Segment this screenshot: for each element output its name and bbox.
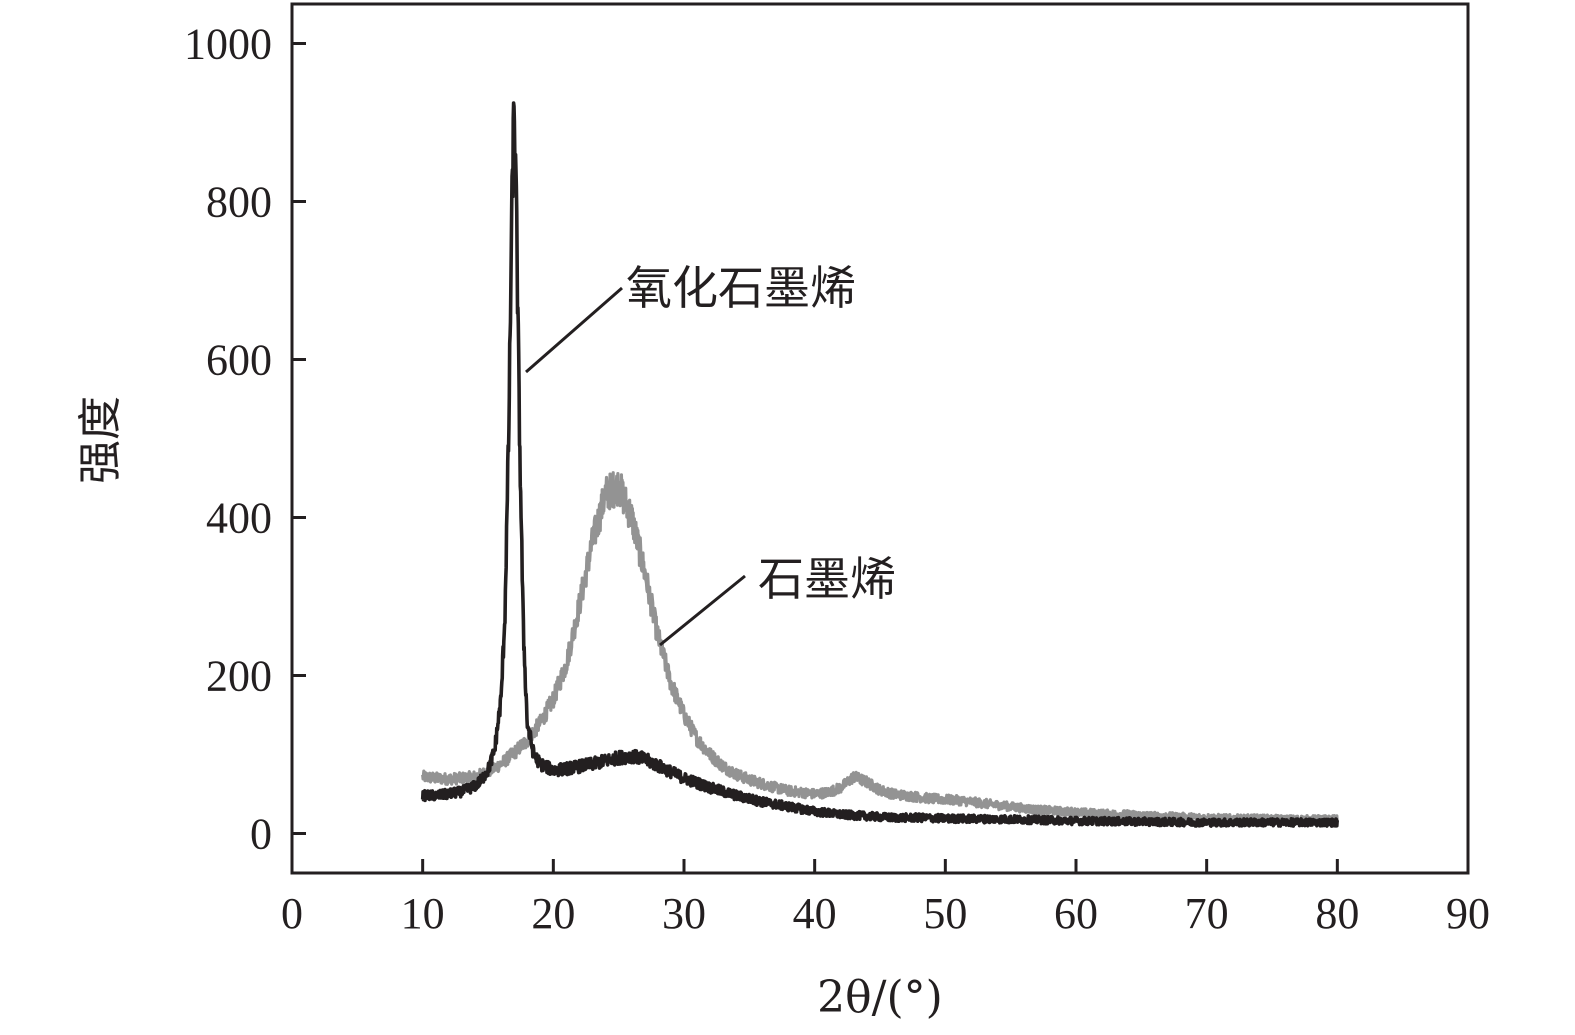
y-tick-label: 200 bbox=[206, 652, 272, 701]
x-tick-label: 90 bbox=[1446, 889, 1490, 938]
y-tick-label: 600 bbox=[206, 336, 272, 385]
plot-frame bbox=[290, 2, 1470, 875]
x-axis-ticks: 0 10 20 30 40 50 60 70 80 90 bbox=[281, 859, 1490, 938]
x-tick-label: 10 bbox=[401, 889, 445, 938]
x-tick-label: 0 bbox=[281, 889, 303, 938]
x-tick-label: 40 bbox=[793, 889, 837, 938]
annotation-graphene-oxide: 氧化石墨烯 bbox=[626, 261, 856, 315]
x-tick-label: 50 bbox=[923, 889, 967, 938]
annotation-leader-graphene bbox=[659, 574, 746, 647]
y-tick-label: 800 bbox=[206, 178, 272, 227]
y-tick-label: 1000 bbox=[184, 20, 272, 69]
annotation-graphene: 石墨烯 bbox=[758, 552, 896, 606]
x-tick-label: 30 bbox=[662, 889, 706, 938]
y-axis-ticks: 0 200 400 600 800 1000 bbox=[184, 20, 306, 859]
y-axis-title: 强度 bbox=[75, 396, 126, 484]
x-tick-label: 80 bbox=[1315, 889, 1359, 938]
series-line-graphene-oxide bbox=[420, 101, 1339, 828]
y-tick-label: 0 bbox=[250, 810, 272, 859]
x-tick-label: 20 bbox=[531, 889, 575, 938]
y-tick-label: 400 bbox=[206, 494, 272, 543]
series-layer bbox=[420, 101, 1339, 828]
x-tick-label: 60 bbox=[1054, 889, 1098, 938]
x-tick-label: 70 bbox=[1185, 889, 1229, 938]
annotation-leader-graphene-oxide bbox=[525, 286, 623, 374]
x-axis-title: 2θ/(°) bbox=[817, 972, 943, 1023]
annotation-layer: 氧化石墨烯 石墨烯 bbox=[525, 261, 896, 647]
